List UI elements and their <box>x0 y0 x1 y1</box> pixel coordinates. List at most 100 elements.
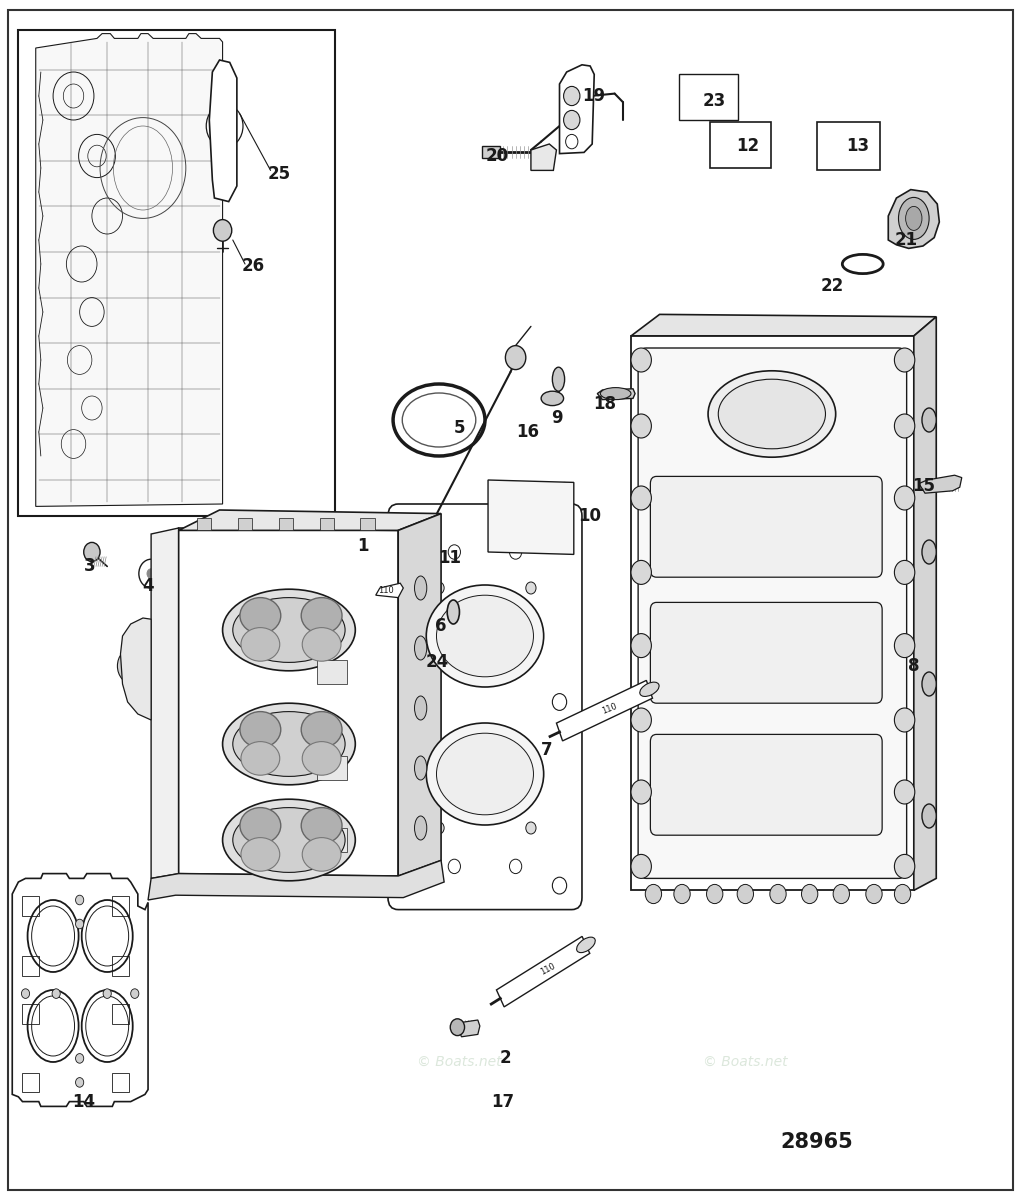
Circle shape <box>376 862 390 878</box>
Text: 7: 7 <box>540 740 552 758</box>
Text: 18: 18 <box>593 395 616 413</box>
Bar <box>320 518 334 530</box>
Bar <box>279 518 293 530</box>
Bar <box>317 756 347 780</box>
Text: 17: 17 <box>491 1092 514 1111</box>
Ellipse shape <box>600 388 631 400</box>
Ellipse shape <box>240 808 281 844</box>
Ellipse shape <box>906 206 922 230</box>
Polygon shape <box>482 146 500 158</box>
Text: 16: 16 <box>517 422 539 440</box>
Text: © Boats.net: © Boats.net <box>673 527 757 541</box>
Text: 1: 1 <box>356 538 369 554</box>
Bar <box>22 956 39 976</box>
Ellipse shape <box>426 722 543 826</box>
Ellipse shape <box>541 391 564 406</box>
Ellipse shape <box>552 367 565 391</box>
Text: © Boats.net: © Boats.net <box>418 1055 501 1069</box>
Ellipse shape <box>415 756 427 780</box>
Circle shape <box>450 1019 465 1036</box>
Circle shape <box>631 486 651 510</box>
Bar <box>317 660 347 684</box>
Circle shape <box>278 872 294 892</box>
Circle shape <box>526 822 536 834</box>
Polygon shape <box>12 874 148 1106</box>
Bar <box>112 1004 129 1024</box>
Circle shape <box>52 989 60 998</box>
Text: 110: 110 <box>538 961 556 977</box>
Polygon shape <box>496 936 590 1007</box>
Circle shape <box>552 520 567 536</box>
Ellipse shape <box>301 808 342 844</box>
Circle shape <box>177 808 195 829</box>
Polygon shape <box>376 583 403 598</box>
Circle shape <box>379 763 397 785</box>
FancyBboxPatch shape <box>388 504 582 910</box>
Text: 14: 14 <box>72 1092 95 1111</box>
Ellipse shape <box>240 712 281 748</box>
Ellipse shape <box>510 505 551 527</box>
Ellipse shape <box>223 589 355 671</box>
Polygon shape <box>459 1020 480 1037</box>
Circle shape <box>217 862 232 878</box>
Text: 6: 6 <box>435 617 447 636</box>
Text: 3: 3 <box>84 557 96 575</box>
Circle shape <box>674 884 690 904</box>
Text: 11: 11 <box>438 550 460 566</box>
Ellipse shape <box>898 197 929 240</box>
Ellipse shape <box>640 682 660 696</box>
Circle shape <box>894 708 915 732</box>
Bar <box>360 518 375 530</box>
Text: 110: 110 <box>600 701 618 715</box>
Polygon shape <box>398 514 441 876</box>
Circle shape <box>770 884 786 904</box>
FancyBboxPatch shape <box>650 476 882 577</box>
Text: 12: 12 <box>736 138 759 156</box>
Text: 21: 21 <box>895 230 918 248</box>
Ellipse shape <box>415 696 427 720</box>
Ellipse shape <box>922 804 936 828</box>
Circle shape <box>131 989 139 998</box>
Circle shape <box>379 808 397 829</box>
Circle shape <box>223 670 247 698</box>
Text: © Boats.net: © Boats.net <box>703 1055 787 1069</box>
Polygon shape <box>120 618 151 720</box>
Ellipse shape <box>922 408 936 432</box>
Bar <box>112 896 129 916</box>
Polygon shape <box>148 860 444 900</box>
Ellipse shape <box>302 628 341 661</box>
Ellipse shape <box>223 703 355 785</box>
Circle shape <box>631 560 651 584</box>
Bar <box>22 896 39 916</box>
Circle shape <box>894 854 915 878</box>
Text: 19: 19 <box>583 86 605 104</box>
Circle shape <box>335 862 349 878</box>
Text: 8: 8 <box>908 658 920 674</box>
Text: 22: 22 <box>821 276 843 294</box>
Ellipse shape <box>301 712 342 748</box>
Polygon shape <box>36 34 223 506</box>
Ellipse shape <box>415 576 427 600</box>
Circle shape <box>401 520 416 536</box>
Text: 5: 5 <box>453 419 466 437</box>
Ellipse shape <box>302 742 341 775</box>
Circle shape <box>21 989 30 998</box>
Circle shape <box>894 884 911 904</box>
Text: 15: 15 <box>913 476 935 494</box>
Ellipse shape <box>577 937 595 953</box>
Circle shape <box>294 862 308 878</box>
Polygon shape <box>556 680 652 740</box>
Ellipse shape <box>241 742 280 775</box>
Circle shape <box>76 1078 84 1087</box>
Ellipse shape <box>415 636 427 660</box>
Bar <box>710 122 771 168</box>
Circle shape <box>335 544 349 560</box>
Circle shape <box>894 414 915 438</box>
Polygon shape <box>919 475 962 493</box>
Circle shape <box>147 569 155 578</box>
Bar <box>22 1004 39 1024</box>
Ellipse shape <box>223 799 355 881</box>
Circle shape <box>278 578 294 598</box>
Text: 2: 2 <box>499 1049 512 1068</box>
Circle shape <box>182 544 196 560</box>
